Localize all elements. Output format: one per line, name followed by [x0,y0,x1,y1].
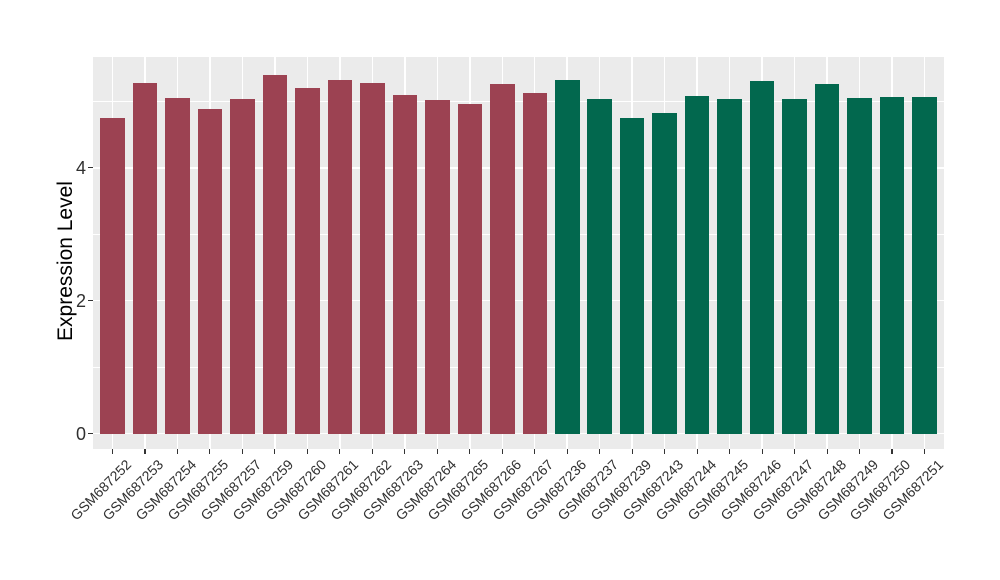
bar-GSM687245 [717,98,742,434]
bar-GSM687253 [132,82,158,434]
x-tick-mark [566,449,568,454]
bar-GSM687252 [100,118,125,434]
x-tick-mark [599,449,601,454]
bar-GSM687254 [165,97,190,434]
x-tick-mark [631,449,633,454]
x-tick-mark [339,449,341,454]
bar-GSM687255 [197,108,223,434]
y-tick-label: 2 [75,290,86,311]
x-tick-mark [923,449,926,454]
y-tick-mark [87,300,93,302]
bar-GSM687260 [295,88,320,434]
bar-GSM687262 [360,82,385,434]
bar-GSM687263 [392,94,418,434]
x-tick-mark [469,449,471,454]
plot-panel [93,57,944,449]
bar-GSM687250 [879,96,905,434]
bar-GSM687266 [490,83,515,434]
minor-gridline-horizontal [93,101,944,102]
bar-GSM687244 [684,96,710,434]
bar-GSM687239 [619,118,645,434]
x-tick-mark [436,449,438,454]
x-tick-mark [664,449,666,454]
y-tick-label: 0 [75,423,86,444]
x-tick-mark [501,449,503,454]
bar-GSM687264 [425,99,450,434]
x-tick-mark [794,449,796,454]
major-gridline-horizontal [93,432,944,435]
x-tick-mark [891,449,893,454]
x-tick-mark [404,449,406,454]
bar-GSM687237 [587,98,612,434]
y-tick-mark [87,432,93,435]
bar-GSM687267 [522,92,547,434]
bar-GSM687261 [327,80,353,434]
x-tick-mark [241,449,243,454]
x-tick-mark [826,449,828,454]
y-tick-mark [87,167,93,169]
x-tick-mark [176,449,179,454]
x-tick-mark [729,449,731,454]
x-tick-mark [858,449,861,454]
x-tick-mark [761,449,763,454]
major-gridline-horizontal [93,167,944,169]
x-tick-mark [371,449,373,454]
minor-gridline-horizontal [93,233,944,235]
y-tick-label: 4 [75,157,86,178]
x-tick-mark [306,449,308,454]
x-tick-mark [274,449,276,454]
major-gridline-horizontal [93,299,944,302]
bar-GSM687265 [457,103,482,434]
x-tick-mark [209,449,211,454]
bar-GSM687248 [814,83,840,434]
x-tick-mark [111,449,114,454]
minor-gridline-horizontal [93,366,944,368]
bar-GSM687251 [912,96,937,434]
bar-GSM687246 [749,80,775,434]
y-axis-title: Expression Level [54,181,77,341]
x-tick-mark [144,449,146,454]
bar-GSM687249 [847,97,872,434]
bar-GSM687259 [262,74,288,434]
bar-GSM687247 [782,98,807,434]
bar-GSM687257 [230,98,255,434]
bar-GSM687243 [652,112,677,434]
bar-GSM687236 [555,80,580,434]
x-tick-mark [534,449,536,454]
x-tick-mark [696,449,698,454]
